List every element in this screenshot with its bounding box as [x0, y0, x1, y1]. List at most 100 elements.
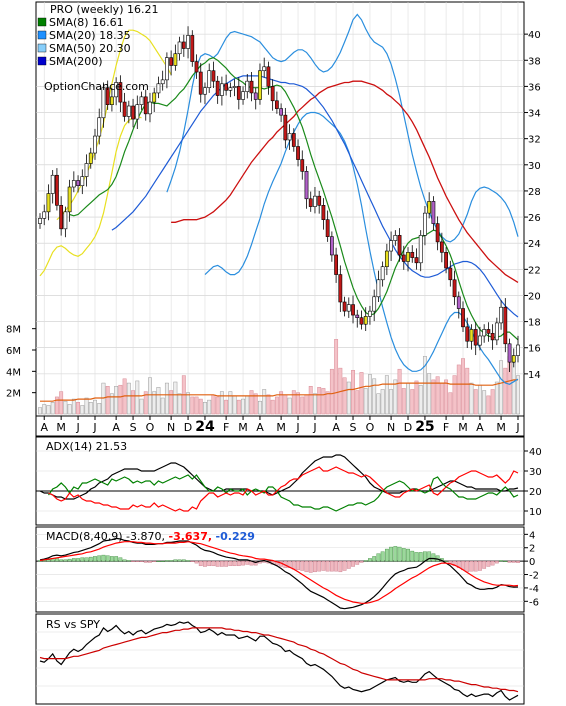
- volume-bar: [452, 375, 457, 415]
- month-axis-strip: [35, 415, 525, 437]
- candle-body: [507, 343, 512, 363]
- macd-histogram-bar: [469, 560, 474, 572]
- macd-histogram-bar: [80, 557, 85, 562]
- candle-body: [296, 146, 300, 160]
- macd-histogram-bar: [186, 560, 190, 562]
- macd-histogram-bar: [181, 559, 186, 562]
- volume-bar: [486, 395, 491, 415]
- volume-bar: [465, 367, 470, 415]
- volume-bar: [46, 405, 51, 415]
- volume-bar: [219, 391, 224, 415]
- volume-bar: [503, 367, 508, 415]
- candle-body: [135, 104, 140, 120]
- volume-bar: [186, 392, 190, 415]
- month-label: D: [184, 421, 192, 434]
- price-tick-label: 24: [528, 239, 541, 250]
- volume-bar: [228, 391, 233, 415]
- macd-histogram-bar: [114, 556, 119, 562]
- volume-bar: [511, 362, 516, 415]
- macd-histogram-bar: [139, 560, 144, 562]
- rs-gridlines: [36, 631, 524, 687]
- macd-histogram-bar: [414, 552, 419, 562]
- volume-bar: [105, 386, 110, 415]
- macd-histogram-bar: [194, 560, 199, 564]
- volume-bar: [177, 393, 182, 415]
- candle-body: [270, 86, 275, 102]
- macd-histogram-bar: [452, 560, 457, 567]
- volume-bar: [118, 384, 123, 415]
- month-label: M: [496, 421, 506, 434]
- candle-body: [139, 96, 144, 105]
- candle-body: [207, 70, 212, 89]
- candle-body: [249, 80, 254, 94]
- macd-histogram-bar: [376, 553, 381, 562]
- volume-bar: [245, 395, 250, 415]
- macd-histogram-bar: [97, 555, 102, 562]
- macd-histogram-bar: [211, 560, 216, 567]
- candle-body: [59, 205, 64, 230]
- macd-histogram-bar: [313, 560, 317, 573]
- volume-bar: [84, 397, 89, 415]
- volume-bar: [414, 380, 419, 415]
- candle-body: [283, 114, 288, 141]
- volume-bar: [88, 402, 93, 415]
- price-tick-label: 36: [528, 82, 541, 93]
- adx-lines: [39, 454, 519, 512]
- macd-histogram-bar: [122, 559, 127, 562]
- signal-line: [39, 541, 519, 604]
- volume-bar: [296, 392, 300, 415]
- candle-body: [63, 211, 68, 230]
- macd-histogram-bar: [406, 548, 410, 562]
- macd-histogram-bar: [148, 560, 152, 563]
- macd-histogram-bar: [228, 560, 233, 567]
- macd-histogram-bar: [169, 560, 174, 562]
- month-label: F: [443, 421, 449, 434]
- candle-body: [228, 87, 233, 91]
- candle-body: [427, 201, 432, 214]
- price-tick-label: 38: [528, 56, 541, 67]
- volume-bar: [300, 396, 305, 415]
- macd-histogram-bar: [393, 546, 398, 562]
- candle-body: [50, 174, 55, 194]
- candle-body: [355, 314, 360, 318]
- candle-body: [84, 163, 89, 177]
- candle-body: [418, 235, 423, 264]
- macd-histogram-bar: [507, 560, 512, 563]
- macd-histogram-bar: [291, 560, 296, 570]
- macd-label: MACD(8,40,9) -3.870, -3.637, -0.229: [46, 530, 255, 543]
- volume-bar: [262, 389, 267, 415]
- macd-histogram-bar: [156, 560, 161, 562]
- legend-swatch: [37, 17, 47, 27]
- legend-entry: SMA(20) 18.35: [49, 29, 131, 42]
- volume-bar: [321, 388, 326, 415]
- macd-histogram-bar: [363, 560, 368, 562]
- candle-body: [126, 105, 131, 117]
- candle-body: [38, 218, 42, 224]
- month-label: F: [223, 421, 229, 434]
- volume-bar: [393, 379, 398, 415]
- macd-histogram-bar: [88, 556, 93, 562]
- macd-histogram-bar: [105, 555, 110, 562]
- macd-histogram-bar: [190, 560, 195, 562]
- macd-histogram-bar: [494, 560, 499, 564]
- month-label: S: [350, 421, 357, 434]
- volume-bar: [152, 391, 157, 415]
- month-label: M: [238, 421, 248, 434]
- candle-body: [439, 241, 444, 253]
- volume-bar: [499, 360, 504, 415]
- panel-tick-label: 30: [529, 467, 542, 478]
- macd-lines: [39, 537, 519, 610]
- candle-body: [198, 71, 203, 95]
- price-tick-label: 30: [528, 161, 541, 172]
- candle-body: [71, 180, 76, 188]
- volume-bar: [76, 402, 81, 415]
- volume-bar: [232, 395, 237, 415]
- volume-bar: [173, 381, 178, 415]
- macd-histogram-bar: [203, 560, 207, 567]
- macd-histogram-bar: [355, 560, 360, 565]
- macd-histogram-bar: [389, 546, 393, 562]
- volume-bar: [258, 400, 262, 415]
- price-tick-label: 40: [528, 30, 541, 41]
- rs-lines: [39, 621, 519, 701]
- month-label: J: [92, 421, 96, 434]
